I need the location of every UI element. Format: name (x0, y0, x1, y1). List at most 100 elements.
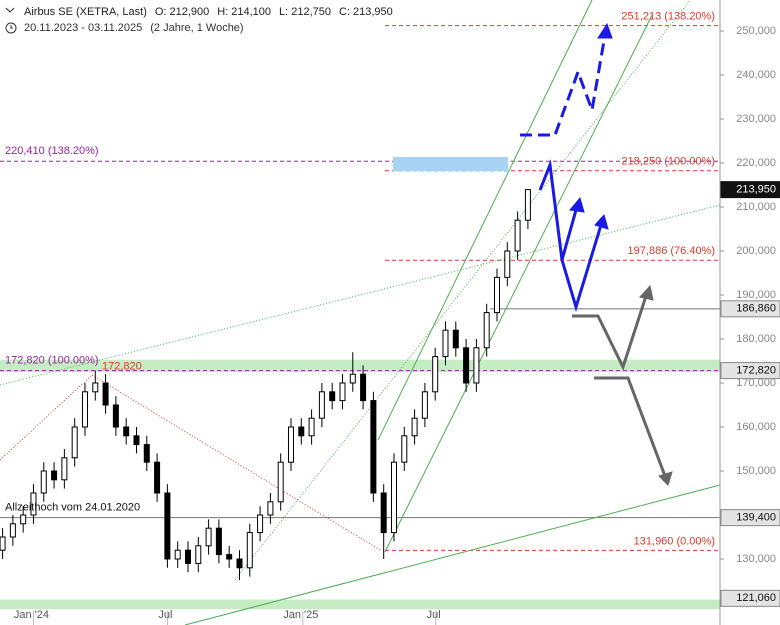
candle-body (411, 417, 418, 437)
candle-body (112, 404, 119, 428)
clock-icon (5, 22, 17, 34)
candle-body (195, 545, 202, 564)
peak-label: 172,820 (102, 360, 142, 372)
candle-body (226, 554, 233, 560)
trend-line (0, 204, 721, 386)
candle-body (390, 461, 397, 534)
quote-value: 212,750 (291, 6, 331, 18)
candle-body (524, 189, 531, 221)
candle-body (442, 329, 449, 358)
candle-body (143, 444, 150, 463)
candle-body (174, 549, 181, 560)
y-tick-label: 180,000 (736, 333, 776, 345)
candle-body (483, 312, 490, 349)
candle-body (246, 532, 253, 569)
candle-body (370, 400, 377, 494)
header: Airbus SE (XETRA, Last) O: 212,900 H: 214,10… (5, 6, 393, 34)
y-tick-label: 170,000 (736, 377, 776, 389)
candle-body (514, 219, 521, 252)
trend-line (234, 0, 691, 581)
trend-line (384, 14, 653, 553)
price-tag (720, 509, 780, 527)
price-tag-label: 213,950 (736, 184, 776, 196)
candle-body (287, 426, 294, 463)
x-tick-label: Jan '24 (14, 609, 49, 621)
candle-body (102, 382, 109, 406)
scenario-arrows (520, 22, 673, 486)
quote-label: C: (339, 6, 350, 18)
level-label: 220,410 (138.20%) (5, 145, 99, 157)
y-tick-label: 220,000 (736, 157, 776, 169)
arrow (520, 34, 607, 137)
candle-body (236, 558, 243, 569)
candle-body (71, 426, 78, 459)
y-tick-label: 130,000 (736, 553, 776, 565)
trend-line (0, 374, 93, 461)
candle-body (133, 435, 140, 446)
candle-body (308, 417, 315, 437)
x-tick-label: Jul (158, 609, 172, 621)
y-tick-label: 160,000 (736, 421, 776, 433)
price-tag-label: 186,860 (736, 303, 776, 315)
fib-label: 218,250 (100.00%) (621, 156, 715, 168)
trend-line (91, 374, 381, 551)
title: Airbus SE (XETRA, Last) (24, 6, 147, 18)
fib-label: 131,960 (0.00%) (634, 535, 715, 547)
candle-body (463, 347, 470, 384)
quote-value: 213,950 (353, 6, 393, 18)
candle-body (51, 470, 58, 481)
candle-body (318, 391, 325, 419)
price-tag-label: 172,820 (736, 364, 776, 376)
target-box (393, 157, 508, 171)
trend-line (184, 484, 721, 625)
ath-label: Allzeithoch vom 24.01.2020 (5, 502, 140, 514)
y-tick-label: 150,000 (736, 465, 776, 477)
candle-body (267, 501, 274, 516)
candle-body (164, 492, 171, 560)
collapse-icon (5, 7, 15, 13)
quote-label: L: (279, 6, 288, 18)
y-tick-label: 210,000 (736, 201, 776, 213)
period-dates: 20.11.2023 - 03.11.2025 (24, 22, 142, 34)
quote-value: 214,100 (231, 6, 271, 18)
candle-body (504, 250, 511, 278)
candle-body (298, 426, 305, 437)
quote-label: O: (155, 6, 167, 18)
candle-body (92, 382, 99, 393)
arrow-head (658, 471, 673, 486)
candle-body (9, 523, 16, 538)
clock-hands (10, 25, 13, 29)
quote-value: 212,900 (170, 6, 210, 18)
candles (0, 188, 531, 581)
arrow-head (569, 196, 585, 213)
candle-body (277, 461, 284, 503)
candle-body (61, 457, 68, 481)
candle-body (0, 536, 6, 551)
zone (0, 359, 720, 372)
price-tag (720, 589, 780, 607)
x-tick-label: Jan '25 (283, 609, 318, 621)
header-line: Airbus SE (XETRA, Last) O: 212,900 H: 214,10… (24, 6, 393, 18)
trend-lines (0, 0, 721, 625)
candle-body (380, 492, 387, 534)
price-tag-label: 139,400 (736, 512, 776, 524)
candle-body (154, 461, 161, 494)
candle-body (329, 391, 336, 402)
y-tick-label: 230,000 (736, 113, 776, 125)
price-tag-label: 121,060 (736, 592, 776, 604)
candle-body (349, 373, 356, 384)
price-tag (720, 181, 780, 199)
candle-body (184, 549, 191, 564)
period-note: (2 Jahre, 1 Woche) (150, 22, 243, 34)
candle-body (40, 470, 47, 494)
y-tick-label: 190,000 (736, 289, 776, 301)
candle-body (257, 514, 264, 534)
fib-label: 251,213 (138.20%) (621, 11, 715, 23)
price-tag (720, 362, 780, 380)
arrow (594, 376, 667, 477)
quote-label: H: (217, 6, 228, 18)
candle-body (421, 391, 428, 419)
y-tick-label: 250,000 (736, 25, 776, 37)
candle-body (452, 329, 459, 349)
candle-body (20, 514, 27, 525)
